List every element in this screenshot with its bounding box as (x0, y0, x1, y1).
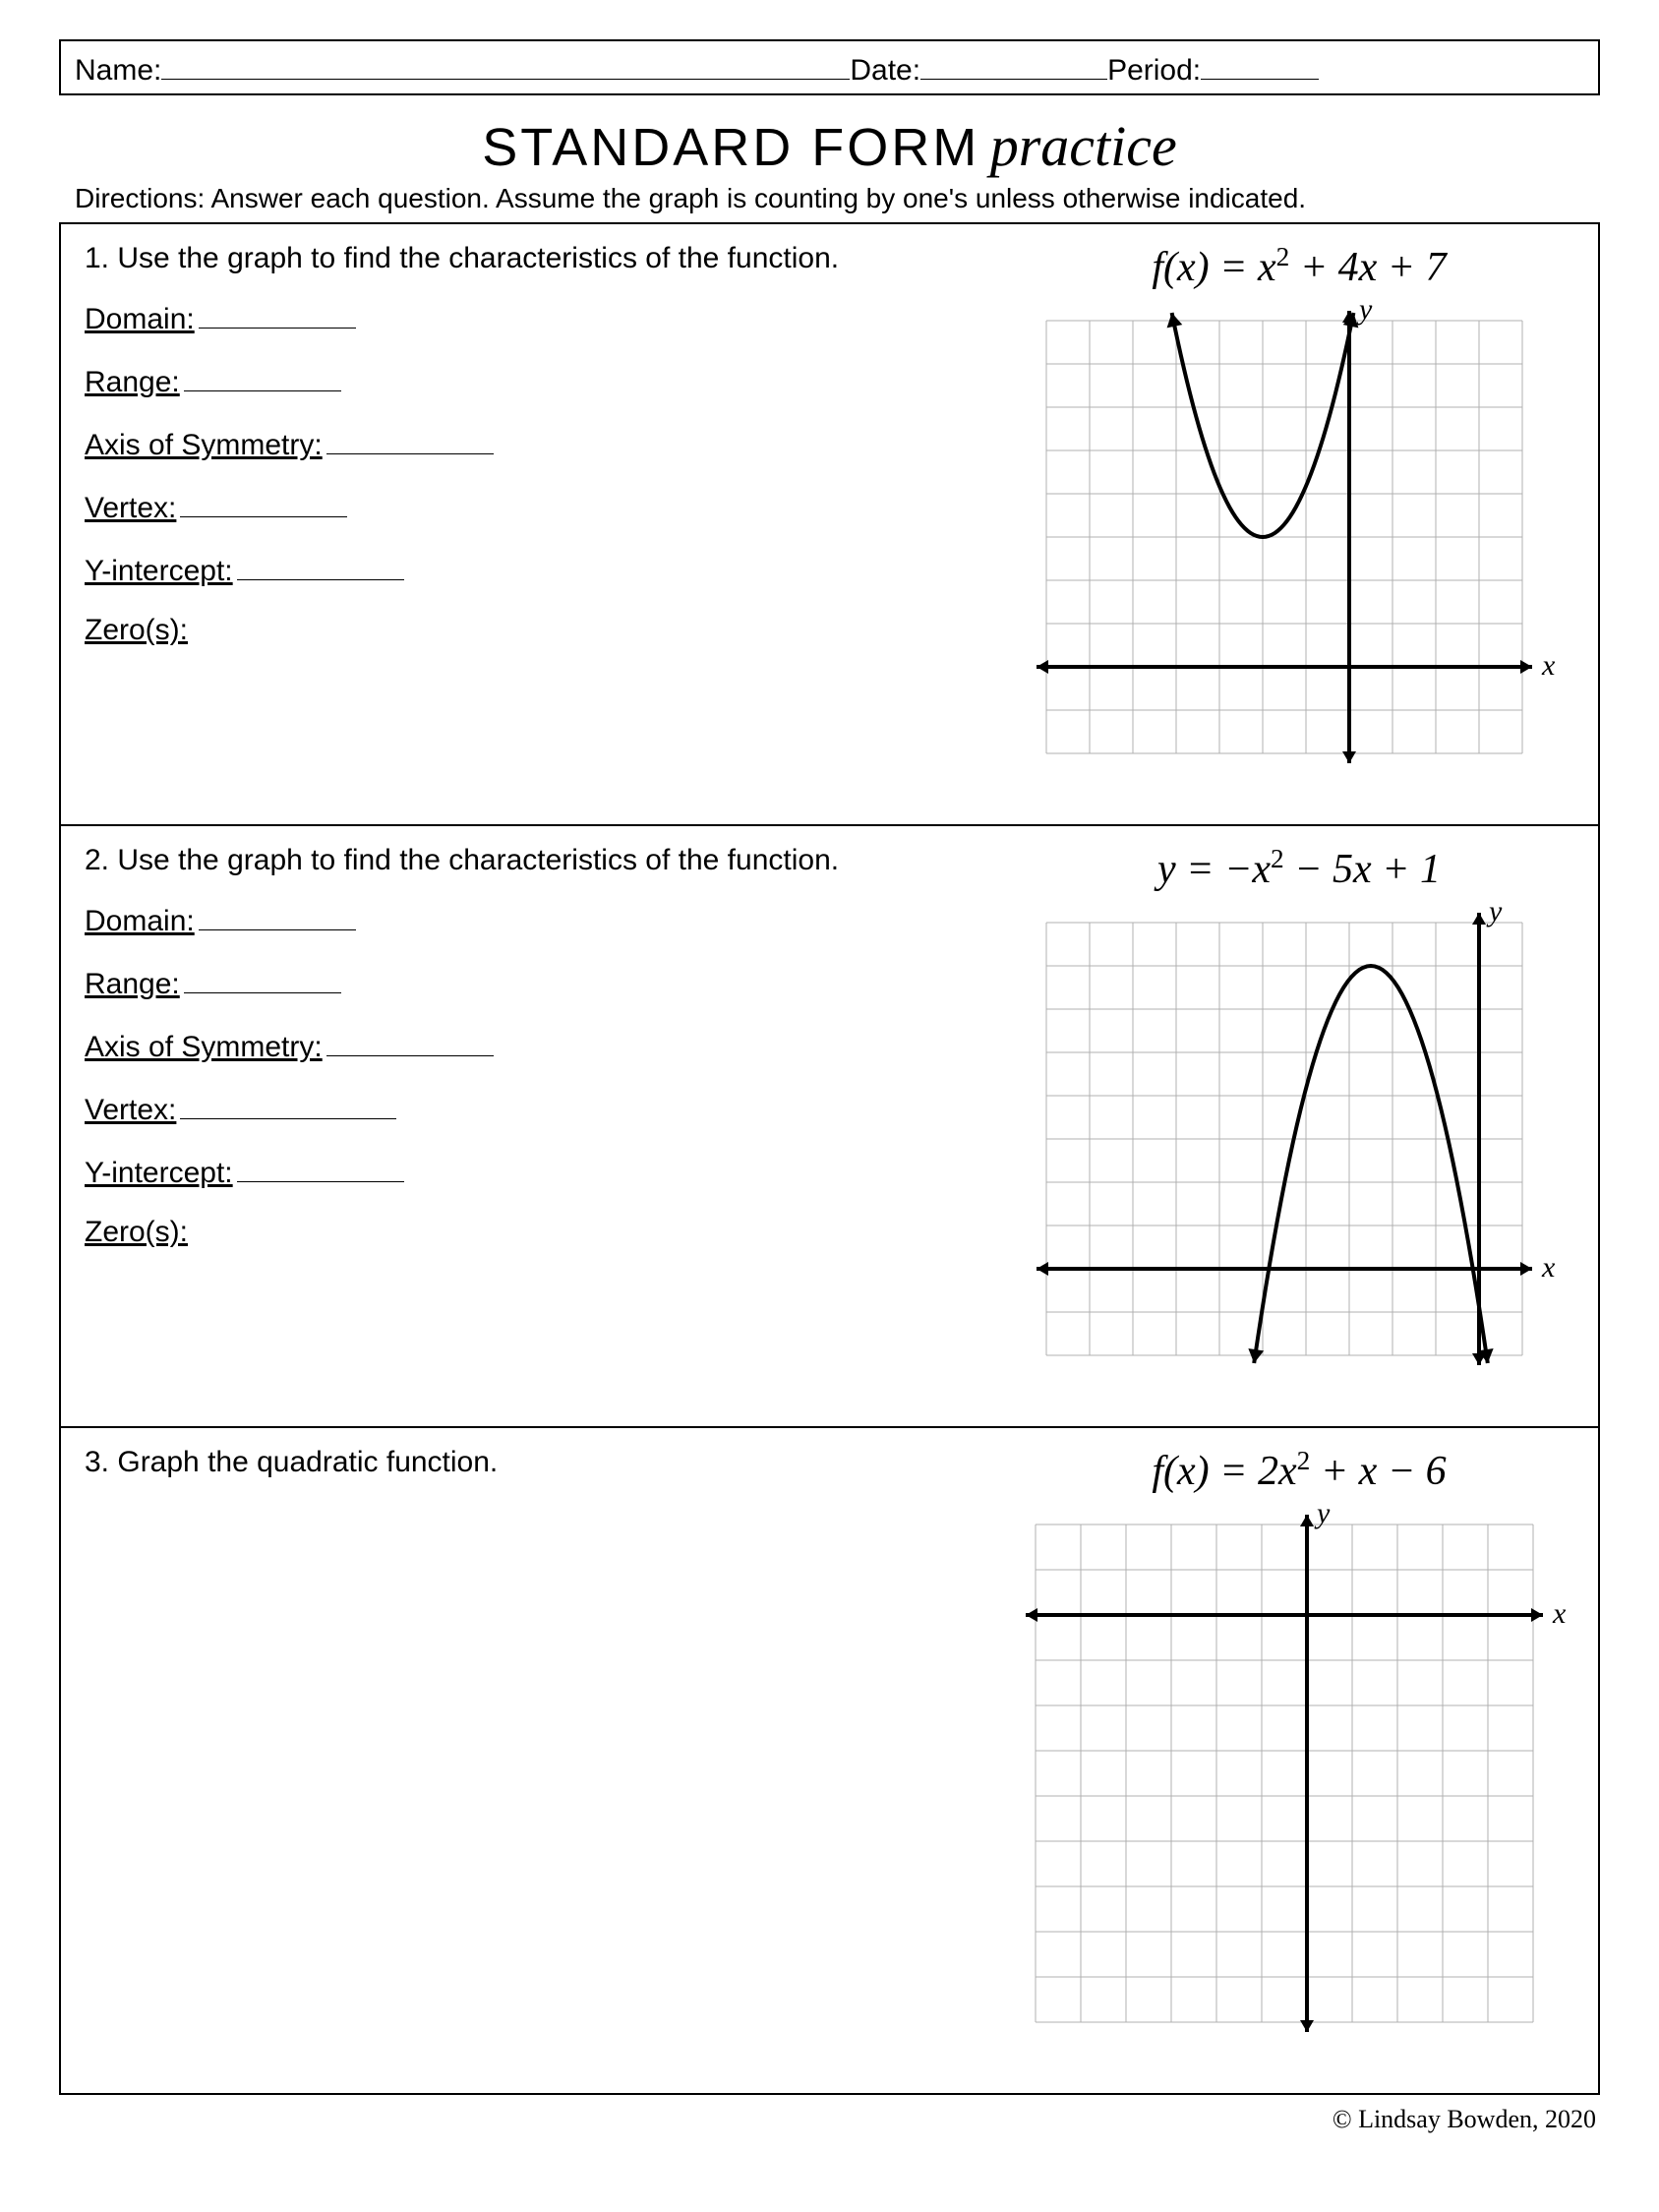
answer-line: Zero(s): (85, 614, 1000, 647)
name-label: Name: (75, 54, 161, 88)
answer-blank[interactable] (237, 551, 404, 580)
answer-label: Y-intercept: (85, 555, 233, 587)
answer-label: Vertex: (85, 492, 176, 524)
answer-line: Y-intercept: (85, 1153, 1000, 1190)
equation: f(x) = 2x2 + x − 6 (1024, 1446, 1574, 1495)
answer-label: Range: (85, 968, 180, 1000)
answer-label: Axis of Symmetry: (85, 429, 323, 461)
equation: f(x) = x2 + 4x + 7 (1024, 242, 1574, 291)
svg-text:y: y (1314, 1505, 1331, 1529)
answer-line: Domain: (85, 299, 1000, 336)
graph: xy (1027, 903, 1571, 1405)
answer-line: Range: (85, 964, 1000, 1001)
answer-blank[interactable] (237, 1153, 404, 1182)
svg-text:x: x (1541, 1251, 1556, 1284)
question-3: 3. Graph the quadratic function. f(x) = 2… (61, 1428, 1598, 2093)
answer-label: Range: (85, 366, 180, 398)
period-label: Period: (1107, 54, 1201, 88)
graph: xy (1016, 1505, 1582, 2071)
answer-line: Axis of Symmetry: (85, 425, 1000, 462)
question-2: 2. Use the graph to find the characteris… (61, 826, 1598, 1428)
period-blank[interactable] (1201, 47, 1319, 80)
answer-line: Zero(s): (85, 1216, 1000, 1249)
answer-blank[interactable] (180, 1090, 396, 1119)
equation: y = −x2 − 5x + 1 (1024, 844, 1574, 893)
answer-blank[interactable] (184, 964, 341, 993)
answer-label: Zero(s): (85, 614, 188, 646)
name-blank[interactable] (161, 47, 850, 80)
questions-container: 1. Use the graph to find the characteris… (59, 222, 1600, 2095)
header-fields: Name: Date: Period: (59, 39, 1600, 95)
answer-blank[interactable] (180, 488, 347, 517)
title-main: STANDARD FORM (482, 118, 979, 177)
answer-line: Axis of Symmetry: (85, 1027, 1000, 1064)
answer-blank[interactable] (326, 1027, 494, 1056)
svg-text:y: y (1356, 301, 1373, 326)
question-left: 1. Use the graph to find the characteris… (85, 242, 1000, 803)
question-prompt: 1. Use the graph to find the characteris… (85, 242, 1000, 275)
title-script: practice (990, 114, 1177, 178)
answer-label: Domain: (85, 303, 195, 335)
answer-line: Y-intercept: (85, 551, 1000, 588)
question-right: f(x) = x2 + 4x + 7xy (1024, 242, 1574, 803)
answer-line: Vertex: (85, 1090, 1000, 1127)
question-left: 2. Use the graph to find the characteris… (85, 844, 1000, 1405)
answer-label: Y-intercept: (85, 1157, 233, 1189)
question-prompt: 2. Use the graph to find the characteris… (85, 844, 1000, 877)
question-1: 1. Use the graph to find the characteris… (61, 224, 1598, 826)
date-blank[interactable] (920, 47, 1107, 80)
question-right: y = −x2 − 5x + 1xy (1024, 844, 1574, 1405)
answer-line: Vertex: (85, 488, 1000, 525)
answer-blank[interactable] (184, 362, 341, 391)
svg-text:y: y (1486, 903, 1503, 927)
answer-line: Range: (85, 362, 1000, 399)
svg-text:x: x (1541, 649, 1556, 682)
graph: xy (1027, 301, 1571, 803)
answer-label: Axis of Symmetry: (85, 1031, 323, 1063)
copyright-footer: © Lindsay Bowden, 2020 (59, 2105, 1600, 2134)
answer-blank[interactable] (199, 901, 356, 930)
answer-blank[interactable] (326, 425, 494, 454)
question-prompt: 3. Graph the quadratic function. (85, 1446, 1000, 1479)
question-right: f(x) = 2x2 + x − 6 x y (1024, 1446, 1574, 2071)
answer-label: Domain: (85, 905, 195, 937)
answer-line: Domain: (85, 901, 1000, 938)
directions-text: Directions: Answer each question. Assume… (75, 183, 1600, 214)
question-left: 3. Graph the quadratic function. (85, 1446, 1000, 2071)
answer-label: Zero(s): (85, 1216, 188, 1248)
answer-blank[interactable] (199, 299, 356, 329)
page-title: STANDARD FORM practice (59, 113, 1600, 179)
date-label: Date: (850, 54, 920, 88)
answer-label: Vertex: (85, 1094, 176, 1126)
svg-text:x: x (1552, 1597, 1567, 1630)
